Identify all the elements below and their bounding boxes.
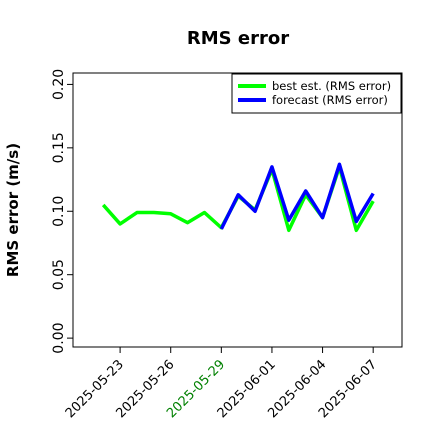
y-tick-label: 0.05 [51,259,67,290]
y-tick-label: 0.15 [51,132,67,163]
legend-box [231,73,402,114]
y-axis-label: RMS error (m/s) [4,143,22,277]
y-tick-label: 0.20 [51,69,67,100]
chart-title: RMS error [187,28,289,49]
plot-frame [72,72,403,348]
series-line [219,162,375,230]
legend-label: best est. (RMS error) [272,79,391,93]
y-tick-label: 0.00 [51,323,67,354]
legend-label: forecast (RMS error) [272,93,388,107]
y-tick-label: 0.10 [51,196,67,227]
